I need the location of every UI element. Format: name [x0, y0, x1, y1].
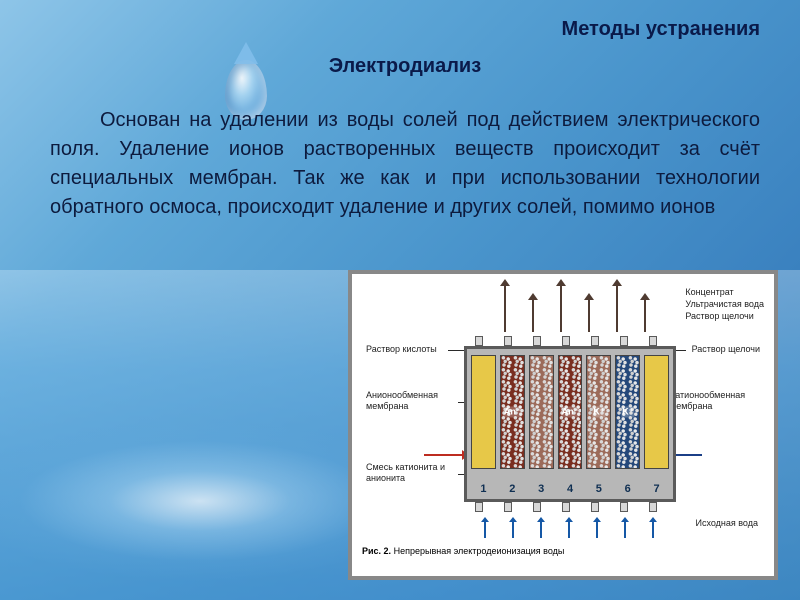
cell-column-6: K⁺ — [615, 355, 640, 469]
membrane-tag: K⁺ — [592, 407, 605, 418]
nozzle-icon — [620, 336, 628, 346]
nozzle-icon — [504, 502, 512, 512]
arrow-up-icon — [560, 286, 562, 332]
bottom-arrow-group — [474, 512, 668, 540]
electrodialysis-cell: Аn⁻ Аn⁻ K⁺ K⁺ 1234567 — [464, 346, 676, 502]
nozzle-icon — [533, 336, 541, 346]
caption-text: Непрерывная электродеионизация воды — [394, 546, 565, 556]
label-ultrapure: Ультрачистая вода — [685, 298, 764, 310]
body-paragraph: Основан на удалении из воды солей под де… — [50, 106, 760, 222]
cell-column-7 — [644, 355, 669, 469]
nozzle-icon — [533, 502, 541, 512]
membrane-tag: K⁺ — [621, 407, 634, 418]
label-concentrate: Концентрат — [685, 286, 764, 298]
arrow-up-icon — [568, 522, 570, 538]
diagram-stage: Концентрат Ультрачистая вода Раствор щел… — [362, 284, 764, 540]
nozzle-icon — [562, 502, 570, 512]
arrow-up-icon — [484, 522, 486, 538]
membrane-tag: Аn⁻ — [503, 407, 522, 418]
column-number: 3 — [529, 483, 554, 495]
caption-prefix: Рис. 2. — [362, 546, 391, 556]
column-number: 7 — [644, 483, 669, 495]
column-number: 5 — [586, 483, 611, 495]
anode-arrow-icon — [424, 454, 462, 456]
label-alkali: Раствор щелочи — [685, 310, 764, 322]
arrow-up-icon — [624, 522, 626, 538]
nozzle-icon — [591, 336, 599, 346]
column-number: 2 — [500, 483, 525, 495]
figure-caption: Рис. 2. Непрерывная электродеионизация в… — [362, 540, 764, 556]
label-acid-solution: Раствор кислоты — [366, 344, 437, 355]
cell-column-5: K⁺ — [586, 355, 611, 469]
nozzle-icon — [475, 502, 483, 512]
cell-column-1 — [471, 355, 496, 469]
nozzle-icon — [504, 336, 512, 346]
column-number: 1 — [471, 483, 496, 495]
arrow-up-icon — [616, 286, 618, 332]
arrow-up-icon — [512, 522, 514, 538]
label-anion-membrane: Анионообменная мембрана — [366, 390, 462, 413]
arrow-up-icon — [532, 300, 534, 332]
column-number: 6 — [615, 483, 640, 495]
cell-column-2: Аn⁻ — [500, 355, 525, 469]
top-arrow-group — [488, 284, 648, 332]
arrow-up-icon — [596, 522, 598, 538]
nozzle-icon — [591, 502, 599, 512]
arrow-up-icon — [644, 300, 646, 332]
cell-column-3 — [529, 355, 554, 469]
cell-column-4: Аn⁻ — [558, 355, 583, 469]
sub-title: Электродиализ — [50, 55, 760, 78]
nozzle-icon — [649, 502, 657, 512]
arrow-up-icon — [504, 286, 506, 332]
nozzle-icon — [649, 336, 657, 346]
label-alkali-right: Раствор щелочи — [692, 344, 760, 355]
column-number: 4 — [558, 483, 583, 495]
membrane-tag: Аn⁻ — [561, 407, 580, 418]
nozzle-icon — [620, 502, 628, 512]
top-output-labels: Концентрат Ультрачистая вода Раствор щел… — [685, 286, 764, 322]
main-title: Методы устранения — [50, 18, 760, 41]
label-source-water: Исходная вода — [695, 518, 758, 528]
arrow-up-icon — [540, 522, 542, 538]
nozzle-icon — [475, 336, 483, 346]
arrow-up-icon — [652, 522, 654, 538]
nozzle-icon — [562, 336, 570, 346]
label-cation-membrane: Катионообменная мембрана — [670, 390, 760, 413]
column-number-row: 1234567 — [467, 483, 673, 495]
slide-content: Методы устранения Электродиализ Основан … — [0, 0, 800, 222]
arrow-up-icon — [588, 300, 590, 332]
diagram-figure: Концентрат Ультрачистая вода Раствор щел… — [348, 270, 778, 580]
